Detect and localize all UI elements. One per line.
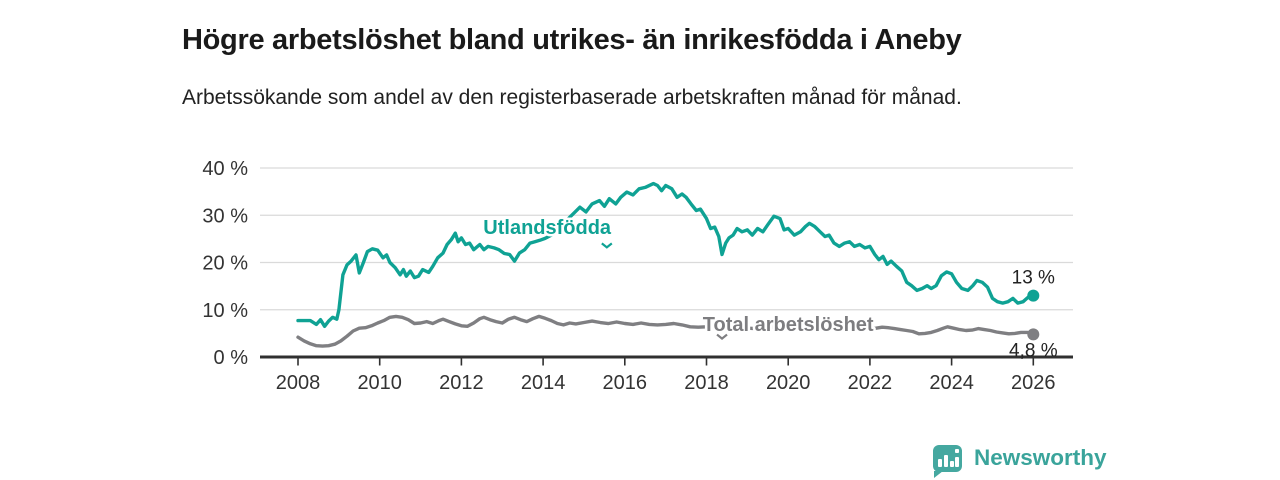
series-end-value-1: 4,8 %: [1009, 340, 1058, 361]
series-label-1: Total arbetslöshet: [703, 314, 874, 336]
x-tick-label: 2026: [1011, 372, 1056, 394]
page-subtitle: Arbetssökande som andel av den registerb…: [182, 86, 962, 109]
series-line-0: [296, 181, 1036, 328]
x-tick-label: 2022: [848, 372, 893, 394]
logo-dot-icon: [955, 449, 959, 453]
y-tick-label: 0 %: [214, 347, 249, 369]
series-label-0: Utlandsfödda: [483, 217, 612, 239]
x-tick-label: 2012: [439, 372, 484, 394]
series-line-1: [296, 314, 1036, 348]
series-end-dot-0: [1027, 289, 1040, 302]
y-tick-label: 40 %: [202, 158, 248, 180]
y-tick-label: 20 %: [202, 253, 248, 275]
y-tick-label: 10 %: [202, 300, 248, 322]
newsworthy-logo-icon: [933, 445, 962, 478]
series-end-dot-1: [1027, 328, 1040, 341]
y-tick-label: 30 %: [202, 205, 248, 227]
x-tick-label: 2024: [929, 372, 974, 394]
x-tick-label: 2018: [684, 372, 729, 394]
series-end-value-0: 13 %: [1012, 268, 1055, 289]
x-tick-label: 2014: [521, 372, 566, 394]
x-tick-label: 2010: [357, 372, 402, 394]
logo-bar-icon: [955, 457, 959, 467]
brand-name: Newsworthy: [974, 445, 1107, 470]
x-tick-label: 2020: [766, 372, 811, 394]
line-chart: 0 % 10 % 20 % 30 % 40 % 2008 2010 2012 2014 2016 2…: [202, 158, 1073, 394]
series-label-pointer-1: [716, 333, 728, 340]
logo-bar-icon: [938, 459, 942, 467]
logo-bar-icon: [944, 455, 948, 467]
x-tick-label: 2016: [603, 372, 648, 394]
x-tick-label: 2008: [276, 372, 321, 394]
series-label-pointer-0: [601, 242, 613, 249]
page-title: Högre arbetslöshet bland utrikes- än inr…: [182, 24, 962, 57]
logo-bar-icon: [950, 461, 954, 467]
